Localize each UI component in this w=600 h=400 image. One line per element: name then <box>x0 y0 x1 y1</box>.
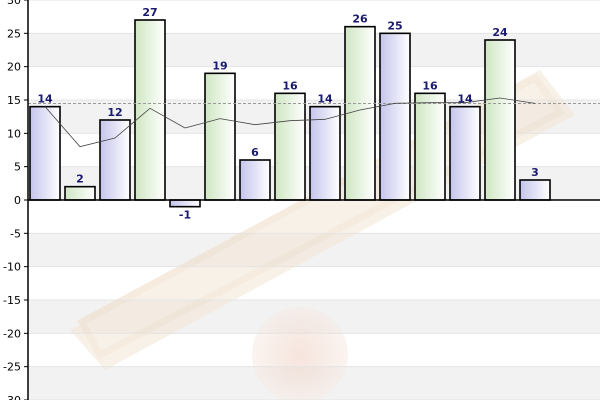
y-tick-label: -5 <box>10 227 21 240</box>
bar <box>344 25 376 201</box>
y-tick-label: -20 <box>3 327 21 340</box>
y-tick-label: -30 <box>3 394 21 400</box>
moving-average-line <box>44 97 536 148</box>
bar-value-label: 14 <box>37 93 53 106</box>
bar <box>379 32 411 201</box>
bar <box>449 105 481 201</box>
y-axis-ticks: 30 25 20 15 10 5 0 -5 -10 -15 -20 -25 -30 <box>3 0 28 400</box>
bar <box>239 159 271 201</box>
bar-value-label: 16 <box>282 79 298 92</box>
y-tick-label: 0 <box>14 194 21 207</box>
y-tick-label: 20 <box>7 61 21 74</box>
bar <box>134 19 166 201</box>
bar <box>29 105 61 201</box>
y-tick-label: 30 <box>7 0 21 7</box>
watermark-graphic <box>70 70 575 400</box>
bar <box>484 39 516 201</box>
bar-value-label: 16 <box>422 79 438 92</box>
y-tick-label: -10 <box>3 261 21 274</box>
bar <box>274 92 306 201</box>
y-tick-label: -15 <box>3 294 21 307</box>
y-tick-label: 15 <box>7 94 21 107</box>
bar <box>99 119 131 201</box>
bar <box>309 105 341 201</box>
y-tick-label: -25 <box>3 361 21 374</box>
value-labels: 14 2 12 27 -1 19 6 16 14 26 25 16 14 24 3 <box>37 6 538 222</box>
bar <box>519 179 551 201</box>
bar-value-label: -1 <box>179 209 191 222</box>
bar-value-label: 14 <box>317 93 333 106</box>
bar-value-label: 19 <box>212 59 227 72</box>
bar-value-label: 26 <box>352 13 368 26</box>
bar-value-label: 27 <box>142 6 157 19</box>
bar-value-label: 25 <box>387 19 402 32</box>
y-tick-label: 10 <box>7 127 21 140</box>
y-tick-label: 5 <box>14 161 21 174</box>
bar <box>414 92 446 201</box>
y-tick-label: 25 <box>7 27 21 40</box>
bar-value-label: 14 <box>457 93 473 106</box>
bar-value-label: 6 <box>251 146 259 159</box>
bar-value-label: 12 <box>107 106 122 119</box>
bar-value-label: 2 <box>76 173 84 186</box>
bar <box>64 185 96 201</box>
bar <box>204 72 236 201</box>
bar-value-label: 24 <box>492 26 508 39</box>
bar <box>169 199 201 208</box>
bar-value-label: 3 <box>531 166 539 179</box>
